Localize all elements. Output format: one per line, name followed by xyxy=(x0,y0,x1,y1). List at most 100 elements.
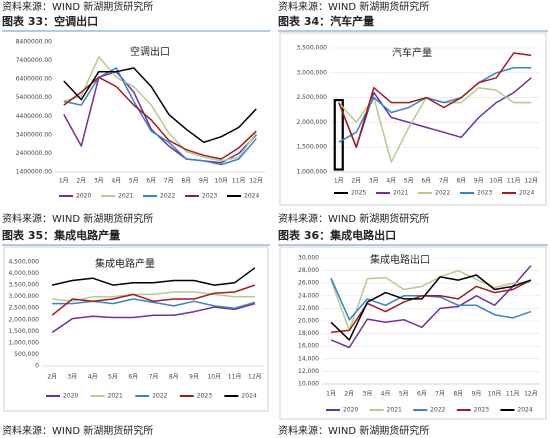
y-tick-label: 22,000 xyxy=(298,305,319,312)
x-tick-label: 11月 xyxy=(506,391,520,398)
y-tick-label: 1,000,000 xyxy=(8,339,39,346)
x-tick-label: 3月 xyxy=(369,178,379,185)
figure-caption: 图表 34：汽车产量 xyxy=(278,14,374,28)
legend-label: 2020 xyxy=(63,393,78,400)
y-tick-label: 3,500,000 xyxy=(296,45,327,52)
x-tick-label: 2月 xyxy=(351,178,361,185)
legend-label: 2024 xyxy=(244,193,259,200)
series-line xyxy=(63,56,257,162)
y-tick-label: 4,500,000 xyxy=(8,259,39,266)
y-tick-label: 500,000 xyxy=(14,351,39,358)
x-tick-label: 6月 xyxy=(128,374,138,381)
y-tick-label: 20,000 xyxy=(298,318,319,325)
x-tick-label: 7月 xyxy=(439,178,449,185)
x-tick-label: 6月 xyxy=(421,178,431,185)
legend-label: 2024 xyxy=(519,190,534,197)
y-tick-label: 2,500,000 xyxy=(8,305,39,312)
x-tick-label: 12月 xyxy=(524,391,538,398)
x-tick-label: 7月 xyxy=(149,374,159,381)
legend-label: 2020 xyxy=(343,407,358,414)
x-tick-label: 6月 xyxy=(417,391,427,398)
y-tick-label: 2,000,000 xyxy=(296,119,327,126)
y-tick-label: 3,500,000 xyxy=(8,282,39,289)
x-tick-label: 9月 xyxy=(199,178,209,185)
legend-label: 2022 xyxy=(152,393,167,400)
x-tick-label: 3月 xyxy=(67,374,77,381)
x-tick-label: 12月 xyxy=(248,374,262,381)
y-tick-label: 2400000.00 xyxy=(16,150,52,157)
series-line xyxy=(338,67,532,143)
x-tick-label: 8月 xyxy=(181,178,191,185)
series-line xyxy=(51,302,256,334)
x-tick-label: 4月 xyxy=(386,178,396,185)
series-line xyxy=(338,77,532,148)
series-line xyxy=(63,67,257,144)
legend-label: 2020 xyxy=(76,193,91,200)
legend-label: 2023 xyxy=(197,393,212,400)
x-tick-label: 3月 xyxy=(94,178,104,185)
x-tick-label: 2月 xyxy=(47,374,57,381)
x-tick-label: 7月 xyxy=(435,391,445,398)
y-tick-label: 10,000 xyxy=(298,381,319,388)
legend-label: 2021 xyxy=(108,393,123,400)
x-tick-label: 11月 xyxy=(232,178,246,185)
x-tick-label: 8月 xyxy=(456,178,466,185)
legend-label: 2022 xyxy=(430,407,445,414)
legend-label: 2023 xyxy=(474,407,489,414)
x-tick-label: 8月 xyxy=(169,374,179,381)
x-tick-label: 10月 xyxy=(488,391,502,398)
y-tick-label: 2,500,000 xyxy=(296,94,327,101)
x-tick-label: 5月 xyxy=(129,178,139,185)
source: 资料来源：WIND 新湖期货研究所 xyxy=(2,0,153,13)
y-tick-label: 14,000 xyxy=(298,355,319,362)
chart-title: 集成电路出口 xyxy=(370,253,430,266)
figure-caption: 图表 35：集成电路产量 xyxy=(2,228,120,242)
x-tick-label: 10月 xyxy=(489,178,503,185)
y-tick-label: 1,500,000 xyxy=(296,144,327,151)
y-tick-label: 16,000 xyxy=(298,343,319,350)
chart-frame xyxy=(279,32,547,206)
x-tick-label: 8月 xyxy=(453,391,463,398)
source: 资料来源：WIND 新湖期货研究所 xyxy=(2,424,153,437)
chart-frame xyxy=(279,246,547,420)
x-tick-label: 2月 xyxy=(344,391,354,398)
series-line xyxy=(52,298,256,309)
y-tick-label: 1,000,000 xyxy=(296,169,327,176)
x-tick-label: 2月 xyxy=(76,178,86,185)
legend-label: 2022 xyxy=(160,193,175,200)
y-tick-label: 1400000.00 xyxy=(16,169,52,176)
legend-label: 2025 xyxy=(351,190,366,197)
series-line xyxy=(63,70,257,164)
y-tick-label: 8400000.00 xyxy=(16,39,52,46)
y-tick-label: 7400000.00 xyxy=(16,57,52,64)
series-line xyxy=(338,52,532,148)
legend-label: 2023 xyxy=(477,190,492,197)
x-tick-label: 10月 xyxy=(214,178,228,185)
series-line xyxy=(330,269,531,332)
x-tick-label: 5月 xyxy=(399,391,409,398)
series-line xyxy=(52,291,255,303)
y-tick-label: 6400000.00 xyxy=(16,76,52,83)
y-tick-label: 18,000 xyxy=(298,330,319,337)
source: 资料来源：WIND 新湖期货研究所 xyxy=(278,0,429,13)
x-tick-label: 6月 xyxy=(146,178,156,185)
y-tick-label: 30,000 xyxy=(298,255,319,262)
y-tick-label: 26,000 xyxy=(298,280,319,287)
x-tick-label: 12月 xyxy=(249,178,263,185)
x-tick-label: 5月 xyxy=(108,374,118,381)
y-tick-label: 24,000 xyxy=(298,292,319,299)
legend-label: 2023 xyxy=(202,193,217,200)
y-tick-label: 0 xyxy=(35,363,39,370)
x-tick-label: 10月 xyxy=(207,374,221,381)
x-tick-label: 1月 xyxy=(326,391,336,398)
x-tick-label: 7月 xyxy=(164,178,174,185)
y-tick-label: 12,000 xyxy=(298,368,319,375)
chart-frame xyxy=(3,246,269,412)
series-line xyxy=(63,76,257,160)
x-tick-label: 3月 xyxy=(363,391,373,398)
legend-label: 2021 xyxy=(118,193,133,200)
figure-caption: 图表 33：空调出口 xyxy=(2,14,98,28)
source: 资料来源：WIND 新湖期货研究所 xyxy=(278,212,429,225)
x-tick-label: 11月 xyxy=(507,178,521,185)
